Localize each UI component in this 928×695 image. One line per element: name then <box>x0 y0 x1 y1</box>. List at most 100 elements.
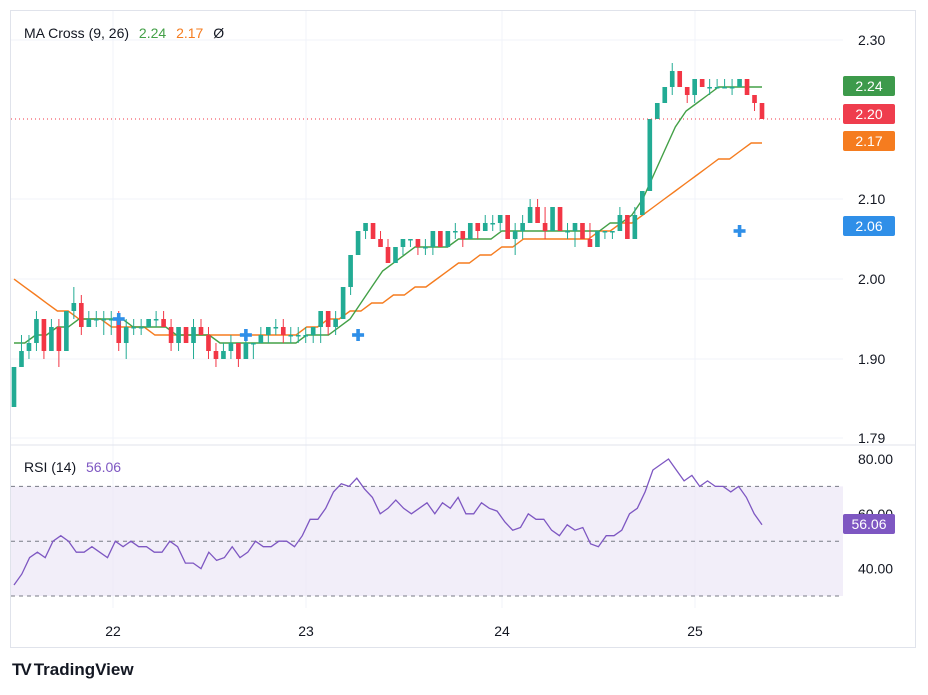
price-axis-label: 2.10 <box>858 191 885 207</box>
candle-body <box>610 231 615 233</box>
candle <box>415 239 421 255</box>
candle <box>460 231 466 247</box>
candle <box>363 223 368 239</box>
candle-body <box>557 207 563 231</box>
rsi-legend-title: RSI (14) <box>24 459 77 475</box>
candle <box>138 319 144 335</box>
candle <box>707 79 712 95</box>
candle <box>11 367 17 407</box>
candle-body <box>497 215 503 223</box>
candle <box>325 311 331 335</box>
candle-body <box>602 231 608 233</box>
price-axis-label: 2.30 <box>858 32 885 48</box>
candle <box>310 327 316 343</box>
candle-body <box>737 79 742 87</box>
price-axis-label: 1.79 <box>858 430 885 446</box>
ma-cross-marker <box>239 329 252 341</box>
candle-body <box>370 223 376 239</box>
candle-body <box>393 247 398 263</box>
candle <box>183 327 189 343</box>
candle-body <box>116 319 122 343</box>
candle <box>333 311 338 335</box>
candle-body <box>490 223 496 225</box>
candle-body <box>617 215 623 231</box>
candle-body <box>34 319 39 343</box>
candle <box>400 239 406 255</box>
candle-body <box>251 343 256 345</box>
ma-cross-marker <box>733 225 746 237</box>
candle-body <box>41 319 47 351</box>
candle <box>557 207 563 231</box>
candle-body <box>752 95 757 103</box>
candle-body <box>64 311 69 351</box>
candle <box>625 215 630 239</box>
candle <box>505 215 510 239</box>
ma-cross-marker <box>112 313 125 325</box>
cross-markers <box>112 225 746 341</box>
candle <box>19 335 24 367</box>
candle <box>198 319 204 335</box>
candle-body <box>303 335 309 337</box>
candle-body <box>430 231 436 247</box>
cross-bar <box>737 225 742 237</box>
candle <box>714 79 720 89</box>
candle <box>251 343 256 359</box>
candle-body <box>325 311 331 327</box>
candle <box>497 215 503 231</box>
candle-body <box>146 319 151 327</box>
candle-body <box>161 319 166 327</box>
candle <box>445 231 451 247</box>
candle <box>542 207 548 239</box>
candle <box>348 255 353 295</box>
candle-body <box>138 327 144 329</box>
candle <box>654 103 660 119</box>
candle <box>512 223 518 255</box>
candle <box>752 95 757 111</box>
rsi-line <box>13 458 763 586</box>
candle-body <box>505 215 510 239</box>
candle-body <box>527 207 533 223</box>
tradingview-logo[interactable]: TV TradingView <box>12 660 134 680</box>
candle-body <box>482 223 488 231</box>
candle-body <box>453 231 458 233</box>
candle <box>438 231 443 247</box>
candle-body <box>273 327 279 329</box>
candle-body <box>684 87 690 95</box>
candle <box>153 311 159 327</box>
candle <box>318 311 323 343</box>
price-axis-label: 1.90 <box>858 351 885 367</box>
candle-body <box>460 231 466 239</box>
ma-legend-title: MA Cross (9, 26) <box>24 25 130 41</box>
candle <box>453 223 458 239</box>
candle-body <box>228 343 234 351</box>
candle-body <box>415 239 421 247</box>
candle-body <box>93 319 99 321</box>
candle-body <box>295 335 301 337</box>
candle <box>423 239 428 255</box>
candle-body <box>340 287 346 319</box>
candle <box>176 327 181 351</box>
candle-body <box>108 319 114 321</box>
ma-legend-symbol[interactable]: Ø <box>213 25 225 41</box>
candle-body <box>236 343 241 359</box>
price-tag-ma-slow: 2.17 <box>843 131 895 151</box>
candle-body <box>71 303 77 311</box>
candle-body <box>363 223 368 231</box>
candle-body <box>520 223 525 231</box>
candle <box>640 191 645 215</box>
candle-body <box>333 319 338 327</box>
candle-body <box>587 239 593 247</box>
candle <box>370 223 376 239</box>
candle <box>595 231 600 247</box>
candle <box>490 215 496 231</box>
candle-body <box>542 223 548 231</box>
candle-body <box>221 351 226 359</box>
time-axis-label: 23 <box>298 623 314 639</box>
candle <box>280 319 286 343</box>
candle-body <box>535 207 540 223</box>
candle <box>303 327 309 343</box>
candle-body <box>258 335 264 343</box>
candle <box>258 327 264 343</box>
candle-body <box>467 223 473 239</box>
